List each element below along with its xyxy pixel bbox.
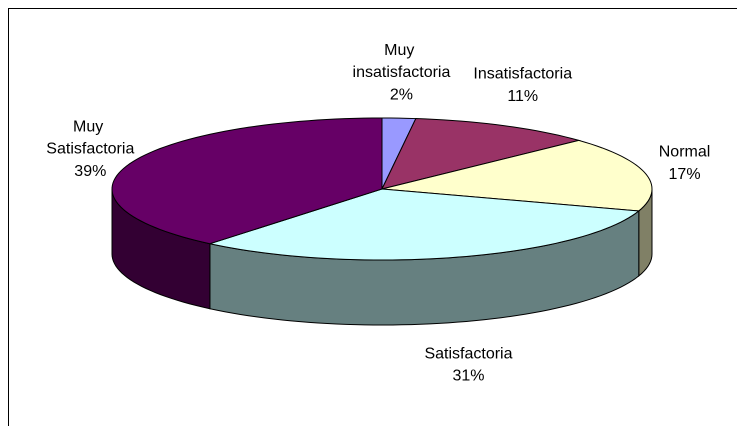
- value-label: 11%: [507, 88, 538, 105]
- pie-slice: [381, 118, 581, 190]
- category-label: Satisfactoria: [424, 346, 512, 363]
- chart-frame: [8, 8, 737, 426]
- category-label: Normal: [659, 144, 711, 161]
- value-label: 31%: [452, 368, 484, 385]
- value-label: 39%: [74, 163, 106, 180]
- category-label: Insatisfactoria: [473, 66, 572, 83]
- pie-slice: [207, 188, 641, 261]
- value-label: 2%: [390, 86, 413, 103]
- category-label: Muy insatisfactoria: [353, 42, 451, 81]
- pie-slice: [111, 117, 383, 245]
- category-label: Muy Satisfactoria: [46, 119, 134, 158]
- pie-slice: [381, 139, 653, 212]
- value-label: 17%: [669, 166, 701, 183]
